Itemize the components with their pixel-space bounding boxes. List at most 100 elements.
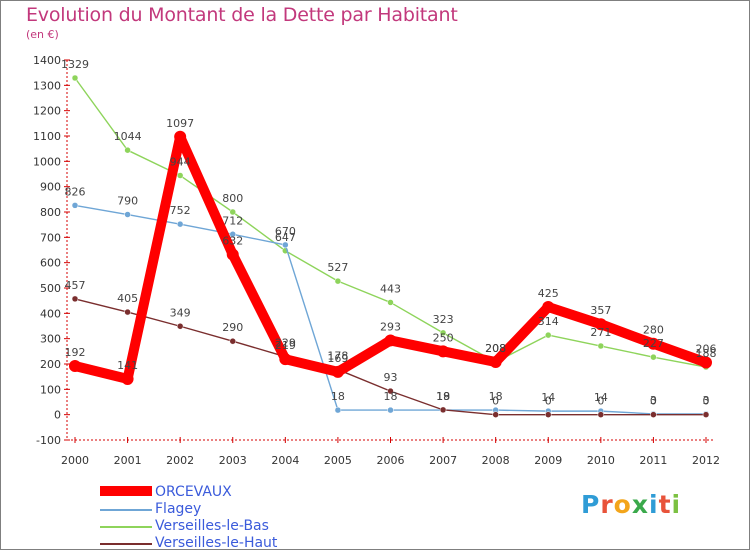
data-label: 0	[597, 395, 604, 408]
x-tick-label: 2004	[271, 454, 299, 467]
y-tick-label: 1000	[33, 155, 61, 168]
data-point	[647, 337, 660, 350]
data-label: 443	[380, 282, 401, 295]
data-point	[702, 411, 710, 418]
data-label: 250	[433, 331, 454, 344]
x-tick-label: 2001	[114, 454, 142, 467]
data-label: 169	[327, 352, 348, 365]
data-point	[334, 406, 342, 414]
logo-letter: P	[581, 490, 601, 519]
logo-letter: t	[658, 490, 672, 519]
data-point	[229, 231, 236, 238]
data-label: 314	[538, 315, 559, 328]
data-label: 280	[643, 324, 664, 337]
data-point	[279, 353, 292, 366]
x-tick-label: 2005	[324, 454, 352, 467]
chart-title: Evolution du Montant de la Dette par Hab…	[26, 4, 458, 26]
y-tick-label: -100	[36, 434, 61, 447]
data-label: 712	[222, 214, 243, 227]
data-point	[176, 172, 184, 179]
data-point	[226, 248, 239, 261]
x-tick-label: 2009	[534, 454, 562, 467]
data-label: 0	[492, 395, 499, 408]
logo-letter: o	[613, 490, 632, 519]
data-label: 290	[222, 321, 243, 334]
data-label: 229	[275, 337, 296, 350]
data-point	[437, 345, 450, 358]
data-point	[124, 308, 131, 316]
data-label: 800	[222, 192, 243, 205]
data-point	[387, 387, 394, 395]
data-point	[71, 74, 79, 82]
data-label: 632	[222, 235, 243, 248]
data-point	[650, 411, 657, 418]
data-point	[387, 299, 394, 306]
legend-item-orcevaux: ORCEVAUX	[100, 484, 320, 501]
x-tick-label: 2006	[377, 454, 405, 467]
data-point	[176, 220, 184, 228]
x-tick-label: 2010	[587, 454, 615, 467]
legend-swatch-flagey	[100, 509, 152, 511]
chart-subtitle: (en €)	[26, 28, 59, 41]
data-point	[650, 353, 657, 361]
y-tick-label: 300	[40, 333, 61, 346]
data-point	[597, 342, 605, 350]
x-tick-label: 2002	[166, 454, 194, 467]
data-point	[229, 337, 236, 345]
data-point	[439, 406, 447, 414]
data-point	[176, 323, 184, 330]
y-tick-label: 1100	[33, 130, 61, 143]
data-point	[124, 211, 131, 218]
data-label: 188	[696, 347, 717, 360]
data-label: 405	[117, 292, 138, 305]
data-label: 826	[65, 185, 86, 198]
legend: ORCEVAUX Flagey Verseilles-le-Bas Versei…	[100, 484, 320, 552]
data-point	[71, 295, 79, 303]
data-label: 18	[384, 390, 398, 403]
data-label: 0	[703, 395, 710, 408]
data-point	[545, 411, 552, 418]
legend-swatch-verseilles-le-haut	[100, 543, 152, 545]
data-label: 790	[117, 195, 138, 208]
data-label: 14	[541, 391, 555, 404]
x-tick-label: 2011	[639, 454, 667, 467]
logo-letter: x	[631, 490, 649, 519]
data-point	[69, 360, 81, 373]
y-tick-label: 1200	[33, 105, 61, 118]
data-point	[331, 365, 344, 378]
y-tick-label: 0	[54, 409, 61, 422]
data-label: 349	[170, 306, 191, 319]
legend-label-flagey: Flagey	[155, 501, 202, 517]
data-label: 3	[703, 394, 710, 407]
data-label: 647	[275, 231, 296, 244]
data-label: 227	[643, 337, 664, 350]
data-label: 323	[433, 313, 454, 326]
legend-label-verseilles-le-haut: Verseilles-le-Haut	[155, 535, 278, 551]
data-label: 93	[384, 371, 398, 384]
data-label: 0	[545, 395, 552, 408]
data-point	[71, 202, 79, 209]
data-label: 457	[65, 279, 86, 292]
data-label: 141	[117, 359, 138, 372]
data-point	[334, 277, 342, 285]
data-label: 1329	[61, 58, 89, 71]
data-point	[282, 241, 289, 249]
x-tick-label: 2008	[482, 454, 510, 467]
legend-item-flagey: Flagey	[100, 501, 320, 518]
y-tick-label: 1400	[33, 54, 61, 67]
data-label: 208	[485, 342, 506, 355]
y-tick-label: 100	[40, 383, 61, 396]
legend-item-verseilles-le-bas: Verseilles-le-Bas	[100, 518, 320, 535]
legend-swatch-verseilles-le-bas	[100, 526, 152, 528]
data-label: 357	[590, 304, 611, 317]
data-point	[492, 411, 499, 418]
data-label: 18	[489, 390, 503, 403]
data-label: 219	[275, 339, 296, 352]
data-label: 1097	[166, 117, 194, 130]
data-label: 208	[485, 342, 506, 355]
y-tick-label: 700	[40, 231, 61, 244]
data-label: 944	[170, 156, 191, 169]
data-label: 1044	[114, 130, 142, 143]
legend-swatch-orcevaux	[100, 486, 152, 496]
